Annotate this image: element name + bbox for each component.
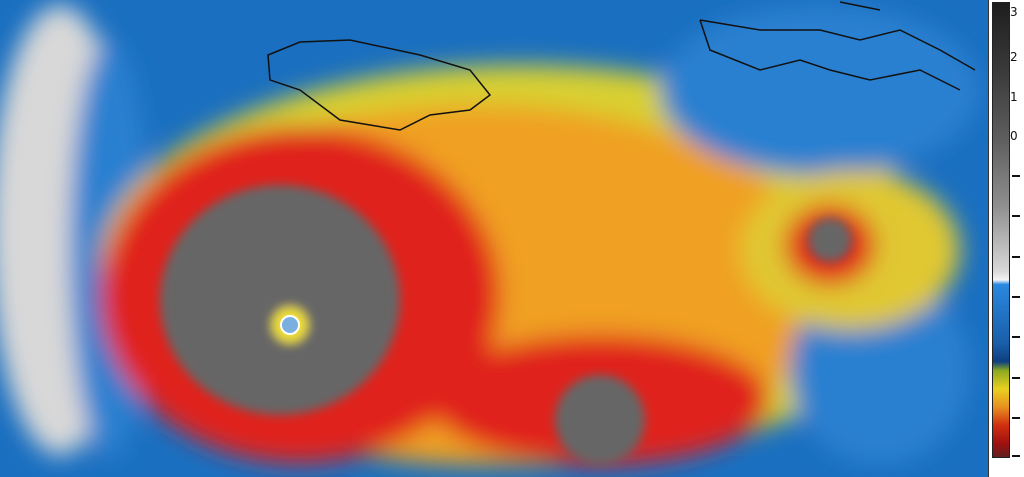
- satellite-image: [0, 1, 980, 465]
- colorbar-label: 1: [1010, 90, 1018, 104]
- colorbar-tick: [1012, 377, 1020, 379]
- colorbar-tick: [1012, 417, 1020, 419]
- cold-cloud-core: [160, 185, 400, 415]
- colorbar-tick: [1012, 175, 1020, 177]
- coastline-hispaniola: [699, 1, 976, 91]
- eye: [280, 315, 300, 335]
- east-cold-core: [808, 218, 852, 262]
- coastline-jamaica: [267, 39, 492, 131]
- ne-blue-region: [660, 5, 980, 175]
- south-cold-core: [555, 375, 645, 465]
- colorbar: 3 2 1 0: [988, 0, 1024, 477]
- colorbar-label: 0: [1010, 129, 1018, 143]
- colorbar-label: 2: [1010, 50, 1018, 64]
- colorbar-tick: [1012, 215, 1020, 217]
- colorbar-label: 3: [1010, 5, 1018, 19]
- colorbar-tick: [1012, 256, 1020, 258]
- colorbar-scale: [992, 2, 1010, 458]
- colorbar-tick: [1012, 296, 1020, 298]
- colorbar-tick: [1012, 336, 1020, 338]
- colorbar-tick: [1012, 455, 1020, 457]
